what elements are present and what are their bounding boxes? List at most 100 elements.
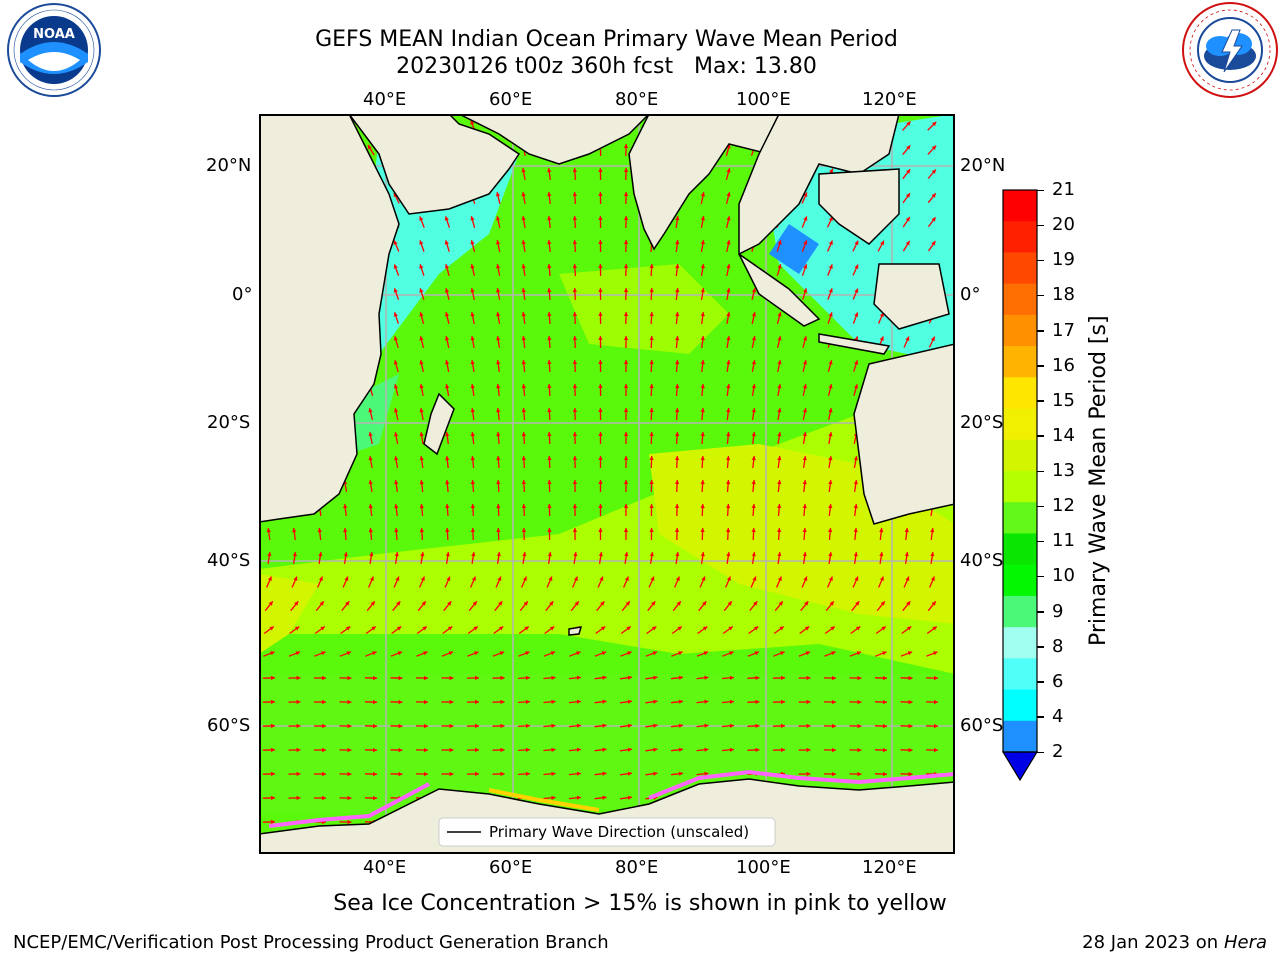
wave-arrow-head <box>296 699 301 705</box>
wave-arrow-head <box>293 576 298 581</box>
wave-arrow-head <box>653 675 658 680</box>
wave-arrow-head <box>726 216 731 221</box>
wave-arrow-head <box>419 240 424 245</box>
wave-arrow-head <box>271 675 275 681</box>
wave-arrow-head <box>753 626 759 631</box>
wave-arrow-head <box>470 408 475 413</box>
colorbar-tick-mark <box>1037 224 1044 227</box>
wave-arrow-head <box>444 240 449 245</box>
wave-arrow-head <box>523 601 528 606</box>
wave-arrow-head <box>475 675 479 681</box>
wave-arrow-head <box>623 288 629 292</box>
wave-arrow-head <box>475 699 479 705</box>
wave-arrow-head <box>551 771 556 776</box>
wave-arrow-head <box>547 240 552 245</box>
wave-arrow-head <box>751 528 756 533</box>
wave-arrow-head <box>470 432 475 437</box>
wave-arrow-head <box>496 504 501 509</box>
wave-arrow-head <box>344 576 349 581</box>
lon-tick-bottom: 80°E <box>615 857 659 878</box>
wave-arrow-head <box>803 576 808 581</box>
wave-arrow-head <box>700 432 705 437</box>
colorbar-tick-mark <box>1037 189 1044 191</box>
wave-arrow-head <box>675 264 680 269</box>
wave-arrow-head <box>444 312 450 317</box>
wave-arrow-head <box>368 408 373 413</box>
wave-arrow-head <box>906 601 911 606</box>
wave-arrow-head <box>500 771 505 777</box>
colorbar-cell <box>1003 658 1037 691</box>
wave-arrow-head <box>573 576 578 581</box>
wave-arrow-head <box>623 432 629 436</box>
wave-arrow-head <box>905 576 910 581</box>
wave-arrow-head <box>879 576 884 581</box>
wave-arrow-head <box>930 528 935 533</box>
wave-arrow-head <box>371 626 376 631</box>
wave-arrow-head <box>496 528 501 532</box>
wave-arrow-head <box>650 576 655 581</box>
wave-arrow-head <box>906 626 912 631</box>
wave-arrow-head <box>393 384 399 389</box>
wave-arrow-head <box>755 699 760 704</box>
colorbar-tick-mark <box>1037 470 1044 472</box>
wave-arrow-head <box>602 771 607 776</box>
wave-arrow-head <box>908 699 913 705</box>
wave-arrow-head <box>700 528 705 532</box>
wave-arrow-head <box>521 432 526 437</box>
colorbar-cell <box>1003 377 1037 410</box>
wave-arrow-head <box>270 651 275 656</box>
wave-arrow-head <box>521 216 526 221</box>
wave-arrow-head <box>321 651 326 656</box>
wave-arrow-head <box>296 771 301 777</box>
wave-arrow-head <box>623 192 629 196</box>
wave-arrow-head <box>623 336 629 340</box>
wave-arrow-head <box>777 264 782 269</box>
wave-arrow-head <box>320 626 325 631</box>
wave-arrow-head <box>547 480 552 484</box>
wave-arrow-head <box>445 360 450 365</box>
wave-arrow-head <box>398 723 403 729</box>
wave-arrow-head <box>496 312 501 317</box>
wave-arrow-head <box>373 771 377 777</box>
wave-arrow-head <box>497 576 502 581</box>
wave-arrow-head <box>930 552 935 557</box>
colorbar-cell <box>1003 346 1037 378</box>
lat-tick-left: 0° <box>232 284 253 305</box>
colorbar-tick-label: 15 <box>1052 389 1075 411</box>
wave-arrow-head <box>802 528 807 533</box>
wave-arrow-head <box>675 336 680 341</box>
wave-arrow-head <box>802 432 807 437</box>
legend-label: Primary Wave Direction (unscaled) <box>489 823 749 841</box>
wave-arrow-head <box>832 747 836 753</box>
wave-arrow-head <box>572 216 577 221</box>
wave-arrow-head <box>625 601 630 606</box>
wave-arrow-head <box>424 747 428 753</box>
wave-arrow-head <box>268 601 273 606</box>
colorbar-label: Primary Wave Mean Period [s] <box>1086 315 1111 646</box>
wave-arrow-head <box>883 675 887 681</box>
wave-arrow-head <box>802 504 807 509</box>
wave-arrow-head <box>649 336 654 341</box>
wave-arrow-head <box>598 408 603 412</box>
wave-arrow-head <box>780 651 785 656</box>
wave-arrow-head <box>547 360 552 365</box>
wave-arrow-head <box>828 480 833 485</box>
wave-arrow-head <box>395 576 400 581</box>
colorbar-tick-label: 19 <box>1052 249 1075 271</box>
wave-arrow-head <box>777 312 782 317</box>
wave-arrow-head <box>623 168 629 172</box>
wave-arrow-head <box>832 723 836 729</box>
wave-arrow-head <box>880 601 885 606</box>
wave-arrow-head <box>475 747 479 753</box>
wave-arrow-head <box>828 240 833 245</box>
wave-arrow-head <box>934 699 938 705</box>
wave-arrow-head <box>854 576 859 581</box>
wave-arrow-head <box>368 480 373 485</box>
wave-arrow-head <box>627 723 632 728</box>
wave-arrow-head <box>653 723 658 728</box>
colorbar-tick-label: 14 <box>1052 424 1075 446</box>
land-kerguelen <box>568 626 583 636</box>
colorbar-tick-mark <box>1037 716 1044 718</box>
wave-arrow-head <box>572 360 578 364</box>
wave-arrow-head <box>777 480 782 485</box>
